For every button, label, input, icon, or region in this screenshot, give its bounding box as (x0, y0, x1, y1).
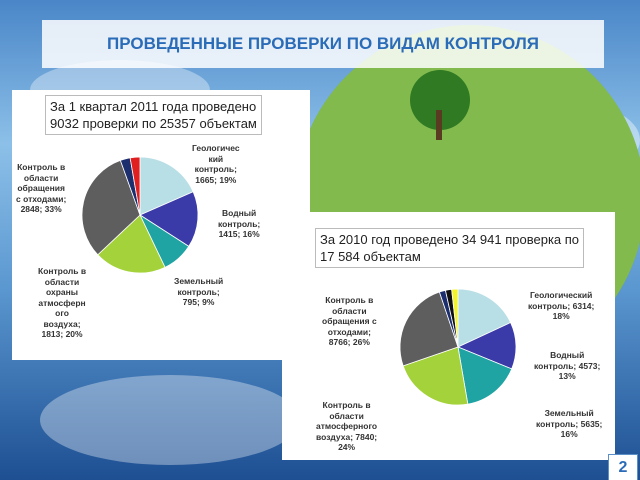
slice-label: Контроль в области охраны атмосферн ого … (38, 266, 87, 339)
slice-label: Водный контроль; 1415; 16% (218, 208, 261, 239)
pie-slice (399, 291, 459, 367)
chart-title: За 2010 год проведено 34 941 проверка по… (315, 228, 585, 268)
pie-slice (81, 159, 141, 256)
slide-title: ПРОВЕДЕННЫЕ ПРОВЕРКИ ПО ВИДАМ КОНТРОЛЯ (107, 34, 539, 53)
pie-slice (139, 191, 199, 247)
title-box (42, 20, 604, 68)
slice-label: Водный контроль; 4573; 13% (534, 350, 601, 381)
page-number: 2 (608, 454, 638, 480)
pie-slice (129, 156, 141, 216)
slice-label: Контроль в области обращения с отходами;… (322, 295, 377, 347)
slice-label: Контроль в области обращения с отходами;… (16, 162, 67, 214)
slice-label: Геологичес кий контроль; 1665; 19% (192, 143, 240, 185)
slice-label: Земельный контроль; 5635; 16% (536, 408, 603, 439)
chart-title: За 1 квартал 2011 года проведено 9032 пр… (45, 95, 262, 135)
pie-slice (139, 156, 194, 216)
slice-label: Геологический контроль; 6314; 18% (528, 290, 595, 321)
pie-slice (451, 288, 459, 348)
pie-slice (457, 346, 513, 405)
pie-slice (457, 288, 512, 348)
slice-label: Контроль в области атмосферного воздуха;… (316, 400, 378, 452)
slice-label: Земельный контроль; 795; 9% (174, 276, 224, 307)
pie-slice (402, 346, 469, 406)
pie-slice (97, 214, 166, 274)
